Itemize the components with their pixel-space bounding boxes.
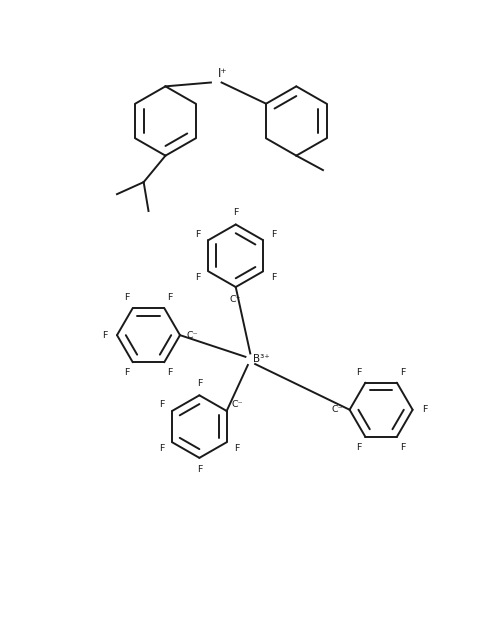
Text: F: F	[357, 368, 362, 377]
Text: F: F	[159, 444, 164, 453]
Text: F: F	[400, 443, 406, 452]
Text: F: F	[233, 208, 239, 217]
Text: B³⁺: B³⁺	[253, 354, 269, 364]
Text: F: F	[271, 273, 276, 282]
Text: C⁻: C⁻	[230, 295, 242, 303]
Text: F: F	[400, 368, 406, 377]
Text: C⁻: C⁻	[231, 401, 243, 409]
Text: C⁻: C⁻	[331, 405, 343, 414]
Text: F: F	[197, 465, 202, 475]
Text: C⁻: C⁻	[186, 330, 198, 340]
Text: F: F	[124, 293, 129, 302]
Text: F: F	[422, 405, 427, 414]
Text: F: F	[168, 368, 173, 377]
Text: F: F	[124, 368, 129, 377]
Text: F: F	[357, 443, 362, 452]
Text: F: F	[195, 273, 201, 282]
Text: F: F	[234, 444, 240, 453]
Text: F: F	[102, 330, 107, 340]
Text: F: F	[159, 401, 164, 409]
Text: F: F	[195, 229, 201, 239]
Text: F: F	[168, 293, 173, 302]
Text: I⁺: I⁺	[218, 67, 228, 80]
Text: F: F	[197, 379, 202, 387]
Text: F: F	[271, 229, 276, 239]
